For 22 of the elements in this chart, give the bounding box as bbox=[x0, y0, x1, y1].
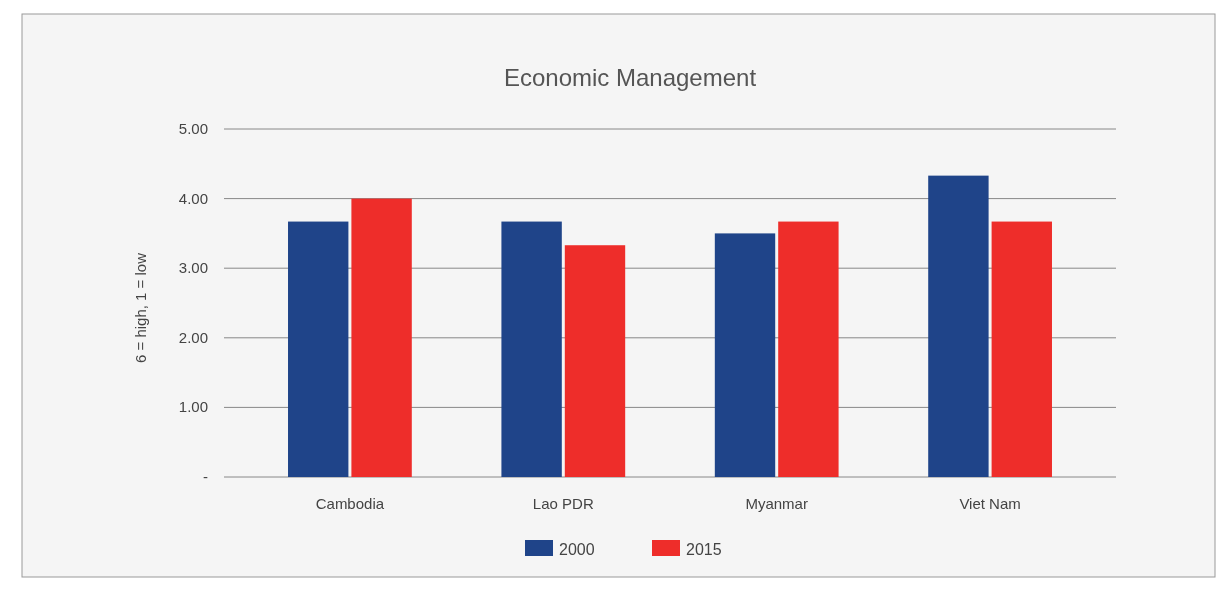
y-tick-label: 3.00 bbox=[178, 259, 208, 277]
bar bbox=[501, 221, 562, 477]
bar bbox=[714, 233, 776, 477]
bar bbox=[928, 175, 989, 477]
legend-label: 2015 bbox=[686, 541, 722, 558]
y-tick-label: 4.00 bbox=[178, 189, 208, 207]
x-tick-label: Cambodia bbox=[315, 495, 385, 512]
bar bbox=[778, 221, 839, 477]
bar bbox=[564, 245, 626, 477]
y-tick-label: 2.00 bbox=[178, 328, 208, 346]
chart-title: Economic Management bbox=[503, 64, 757, 91]
x-tick-label: Viet Nam bbox=[959, 495, 1021, 512]
bar bbox=[991, 221, 1052, 477]
legend-label: 2000 bbox=[559, 541, 595, 558]
bar bbox=[288, 221, 349, 477]
bar bbox=[351, 198, 412, 477]
y-tick-label: - bbox=[203, 468, 208, 485]
y-tick-label: 5.00 bbox=[178, 120, 208, 137]
x-tick-label: Lao PDR bbox=[532, 495, 594, 512]
y-axis-title: 6 = high, 1 = low bbox=[132, 252, 149, 364]
x-tick-label: Myanmar bbox=[745, 495, 808, 512]
y-tick-label: 1.00 bbox=[178, 398, 208, 416]
